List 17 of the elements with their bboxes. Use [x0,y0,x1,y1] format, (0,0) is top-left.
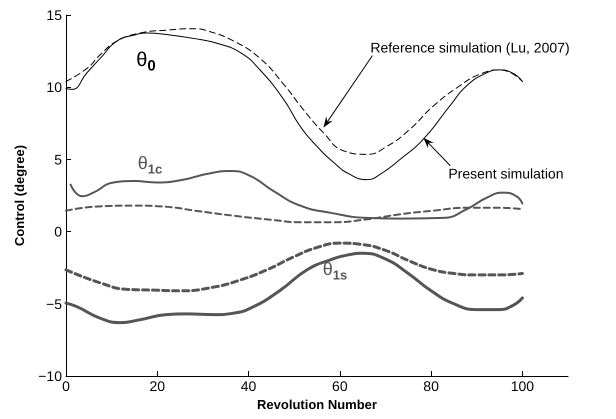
x-tick-label: 40 [240,378,257,394]
y-tick-label: −10 [38,368,62,384]
y-tick-label: −5 [46,296,62,312]
y-tick-label: 0 [54,224,62,240]
annotation: Present simulation [448,166,564,182]
y-tick-label: 15 [46,7,62,23]
x-tick-label: 100 [510,378,534,394]
annotation: Reference simulation (Lu, 2007) [370,40,570,56]
line-series [64,252,524,324]
x-axis-title: Revolution Number [257,396,377,412]
line-series [64,242,524,292]
x-tick-label: 60 [332,378,348,394]
y-tick-label: 10 [46,79,62,96]
x-tick-label: 20 [149,378,166,394]
y-axis-title: Control (degree) [12,144,27,246]
x-tick-label: 80 [423,378,440,394]
y-tick-label: 5 [54,151,62,168]
